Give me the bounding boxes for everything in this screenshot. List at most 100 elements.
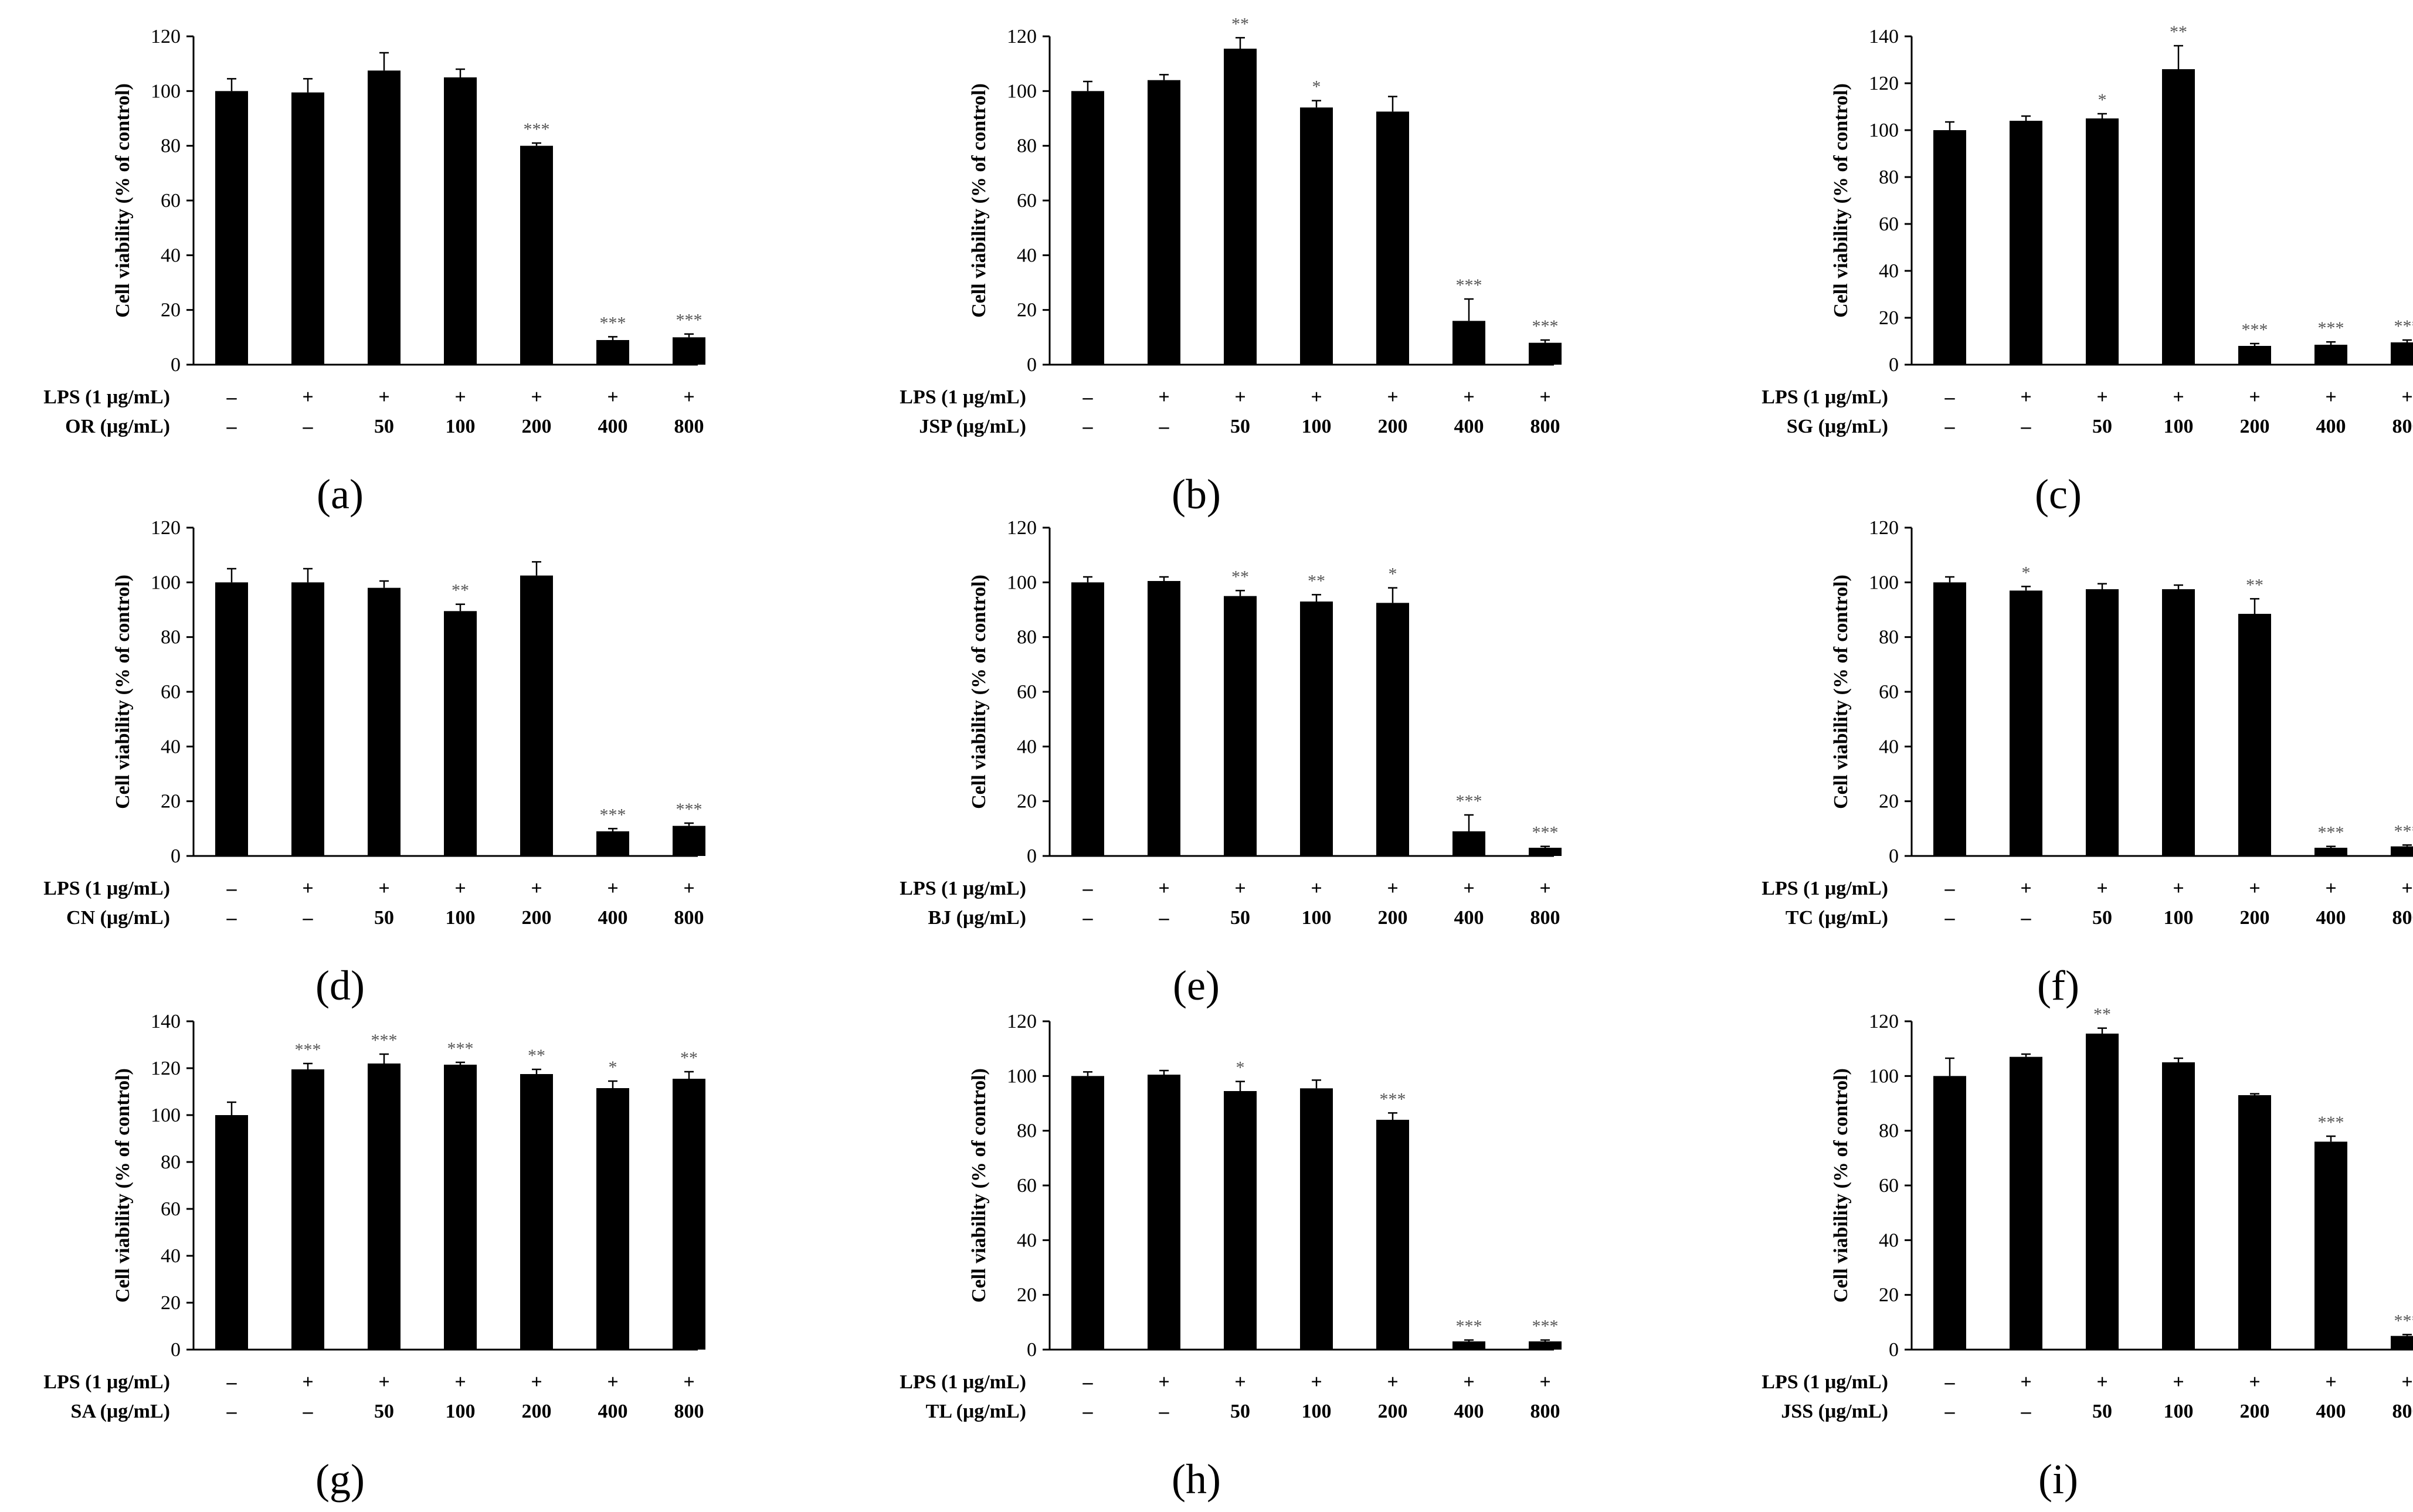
y-tick-label: 80 (1879, 1120, 1899, 1142)
dose-value: – (226, 907, 237, 929)
panel-label: (d) (315, 962, 365, 1009)
dose-value: – (226, 1401, 237, 1422)
y-tick-label: 0 (1027, 845, 1037, 867)
dose-value: – (1082, 1401, 1094, 1422)
bar (1376, 111, 1409, 365)
dose-value: – (1944, 907, 1956, 929)
y-tick-label: 100 (1007, 1065, 1037, 1087)
lps-value: – (226, 386, 237, 408)
y-tick-label: 20 (1879, 307, 1899, 329)
bar (2391, 1336, 2413, 1350)
bar (2238, 346, 2271, 365)
significance-label: *** (676, 800, 702, 819)
lps-value: + (1387, 878, 1398, 899)
y-tick-label: 80 (161, 1151, 181, 1173)
dose-value: 400 (2316, 907, 2346, 929)
lps-value: + (531, 878, 542, 899)
dose-value: – (2021, 907, 2032, 929)
bar (596, 340, 629, 365)
bar (291, 1069, 324, 1350)
y-tick-label: 20 (1017, 300, 1037, 321)
significance-label: *** (2318, 823, 2344, 842)
dose-value: 200 (522, 907, 552, 929)
dose-value: – (2021, 1401, 2032, 1422)
bar (215, 91, 248, 365)
lps-value: – (1082, 878, 1094, 899)
lps-value: + (302, 878, 313, 899)
lps-value: + (2401, 386, 2412, 408)
dose-value: 800 (1530, 907, 1560, 929)
dose-value: 50 (2092, 416, 2112, 437)
lps-value: + (607, 1371, 618, 1393)
bar (2086, 1034, 2119, 1350)
lps-value: + (1463, 1371, 1474, 1393)
y-tick-label: 80 (1017, 1120, 1037, 1142)
y-tick-label: 120 (1869, 517, 1899, 539)
bar (2314, 1141, 2347, 1350)
bar (215, 1115, 248, 1350)
bar (596, 1088, 629, 1350)
y-tick-label: 120 (1007, 517, 1037, 539)
lps-row-label: LPS (1 μg/mL) (43, 878, 170, 899)
bar (520, 145, 553, 365)
chart-panel-c: 0 20 40 60 80 100 120 140 Cell viability (% of c… (1762, 22, 2413, 518)
dose-value: 400 (2316, 416, 2346, 437)
bar (1529, 848, 1562, 856)
significance-label: *** (1532, 823, 1559, 842)
y-axis-title: Cell viability (% of control) (112, 575, 134, 809)
y-tick-label: 20 (161, 1292, 181, 1314)
lps-value: + (607, 878, 618, 899)
bar (1224, 596, 1257, 856)
bar (1300, 602, 1333, 856)
panel-label: (e) (1173, 962, 1220, 1009)
chart-panel-g: 0 20 40 60 80 100 120 140 Cell viability (% of c… (43, 1011, 705, 1503)
bar (2314, 345, 2347, 365)
y-tick-label: 100 (151, 80, 181, 102)
lps-value: + (2401, 1371, 2412, 1393)
dose-value: 400 (1454, 907, 1484, 929)
chart-panel-i: 0 20 40 60 80 100 120 Cell viability (% of cont… (1762, 1005, 2413, 1503)
significance-label: * (1236, 1058, 1245, 1078)
dose-value: 100 (2164, 1401, 2194, 1422)
bar (1376, 1120, 1409, 1350)
y-tick-label: 120 (151, 517, 181, 539)
lps-row-label: LPS (1 μg/mL) (1762, 878, 1888, 899)
extract-row-label: OR (μg/mL) (65, 416, 170, 437)
bar (2086, 589, 2119, 856)
dose-value: 200 (2240, 907, 2270, 929)
lps-row-label: LPS (1 μg/mL) (900, 1371, 1026, 1393)
dose-value: 100 (2164, 416, 2194, 437)
lps-value: + (378, 1371, 389, 1393)
dose-value: 100 (2164, 907, 2194, 929)
significance-label: *** (2318, 1113, 2344, 1132)
bar (215, 582, 248, 856)
significance-label: ** (2246, 575, 2263, 594)
lps-value: + (1387, 1371, 1398, 1393)
lps-value: + (1463, 386, 1474, 408)
bar (1452, 321, 1485, 365)
lps-value: + (302, 1371, 313, 1393)
dose-value: 400 (598, 416, 628, 437)
dose-value: 50 (374, 1401, 394, 1422)
significance-label: ** (680, 1048, 698, 1068)
y-tick-label: 120 (1869, 73, 1899, 94)
dose-value: 400 (598, 1401, 628, 1422)
lps-value: + (683, 1371, 694, 1393)
panel-label: (h) (1172, 1456, 1221, 1503)
lps-value: + (1234, 1371, 1245, 1393)
panel-label: (f) (2037, 962, 2079, 1009)
significance-label: *** (1456, 1317, 1482, 1336)
dose-value: – (303, 907, 314, 929)
y-tick-label: 60 (161, 681, 181, 703)
bar (1148, 1075, 1180, 1350)
y-tick-label: 40 (161, 736, 181, 757)
dose-value: – (1944, 416, 1956, 437)
y-tick-label: 60 (161, 1198, 181, 1220)
y-tick-label: 60 (1879, 1175, 1899, 1197)
y-tick-label: 120 (1007, 1011, 1037, 1032)
bar (2391, 846, 2413, 856)
lps-value: + (1234, 386, 1245, 408)
bar (520, 1074, 553, 1350)
bar (444, 611, 477, 856)
lps-value: + (2096, 1371, 2107, 1393)
